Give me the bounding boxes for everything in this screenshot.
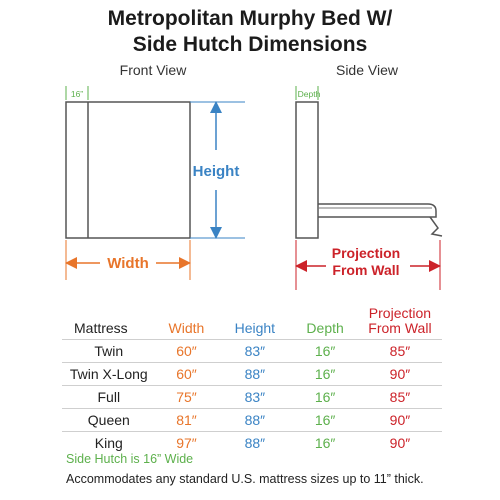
cell-depth: 16″ bbox=[292, 408, 358, 432]
front-view-label: Front View bbox=[120, 62, 188, 78]
bed-leg bbox=[429, 216, 443, 237]
table-header-row: Mattress Width Height Depth Projection F… bbox=[62, 300, 442, 340]
title-line-1: Metropolitan Murphy Bed W/ bbox=[107, 7, 393, 30]
width-label: Width bbox=[107, 255, 149, 272]
cell-mattress: Twin X-Long bbox=[62, 362, 156, 386]
header-height: Height bbox=[234, 320, 276, 336]
cell-mattress: Queen bbox=[62, 408, 156, 432]
cell-width: 60″ bbox=[155, 362, 218, 386]
table-row: King 97″ 88″ 16″ 90″ bbox=[62, 431, 442, 454]
cell-depth: 16″ bbox=[292, 385, 358, 409]
table-row: Queen 81″ 88″ 16″ 90″ bbox=[62, 408, 442, 432]
hutch-width-label: 16” bbox=[71, 89, 83, 99]
hutch-note: Side Hutch is 16” Wide bbox=[66, 452, 194, 466]
projection-label-line-1: Projection bbox=[332, 245, 400, 261]
header-width: Width bbox=[168, 320, 205, 336]
cell-depth: 16″ bbox=[292, 431, 358, 454]
cell-width: 75″ bbox=[155, 385, 218, 409]
cell-width: 97″ bbox=[155, 431, 218, 454]
page-title: Metropolitan Murphy Bed W/ Side Hutch Di… bbox=[0, 6, 500, 58]
header-projection-line-2: From Wall bbox=[368, 320, 432, 336]
cell-mattress: Twin bbox=[62, 339, 156, 363]
cell-height: 83″ bbox=[217, 385, 293, 409]
header-mattress: Mattress bbox=[74, 320, 128, 336]
front-cabinet-outline bbox=[65, 101, 191, 239]
side-view-label: Side View bbox=[336, 62, 399, 78]
table-row: Twin X-Long 60″ 88″ 16″ 90″ bbox=[62, 362, 442, 386]
cell-height: 88″ bbox=[217, 362, 293, 386]
mattress-size-note: Accommodates any standard U.S. mattress … bbox=[66, 472, 424, 486]
cell-projection: 90″ bbox=[357, 408, 442, 432]
cell-mattress: King bbox=[62, 431, 156, 454]
projection-label-line-2: From Wall bbox=[332, 262, 399, 278]
cell-width: 60″ bbox=[155, 339, 218, 363]
table-row: Twin 60″ 83″ 16″ 85″ bbox=[62, 339, 442, 363]
dimension-diagram: Front View 16” Height Width Side View De… bbox=[65, 62, 443, 290]
table-row: Full 75″ 83″ 16″ 85″ bbox=[62, 385, 442, 409]
cell-width: 81″ bbox=[155, 408, 218, 432]
header-depth: Depth bbox=[306, 320, 344, 336]
header-projection-line-1: Projection bbox=[368, 305, 432, 321]
cell-projection: 90″ bbox=[357, 362, 442, 386]
front-view-drawing: 16” Height Width bbox=[65, 86, 245, 280]
cell-depth: 16″ bbox=[292, 339, 358, 363]
cell-mattress: Full bbox=[62, 385, 156, 409]
depth-label: Depth bbox=[298, 89, 321, 99]
cell-projection: 90″ bbox=[357, 431, 442, 454]
cell-height: 83″ bbox=[217, 339, 293, 363]
header-projection: Projection From Wall bbox=[358, 300, 442, 340]
cell-height: 88″ bbox=[217, 408, 293, 432]
cell-projection: 85″ bbox=[357, 339, 442, 363]
cell-height: 88″ bbox=[217, 431, 293, 454]
side-cabinet-outline bbox=[295, 101, 319, 239]
cell-depth: 16″ bbox=[292, 362, 358, 386]
side-view-drawing: Depth Projection From Wall bbox=[295, 86, 443, 290]
cell-projection: 85″ bbox=[357, 385, 442, 409]
height-label: Height bbox=[193, 163, 240, 180]
bed-platform bbox=[318, 203, 437, 218]
title-line-2: Side Hutch Dimensions bbox=[132, 33, 368, 56]
dimensions-table: Mattress Width Height Depth Projection F… bbox=[62, 300, 442, 454]
